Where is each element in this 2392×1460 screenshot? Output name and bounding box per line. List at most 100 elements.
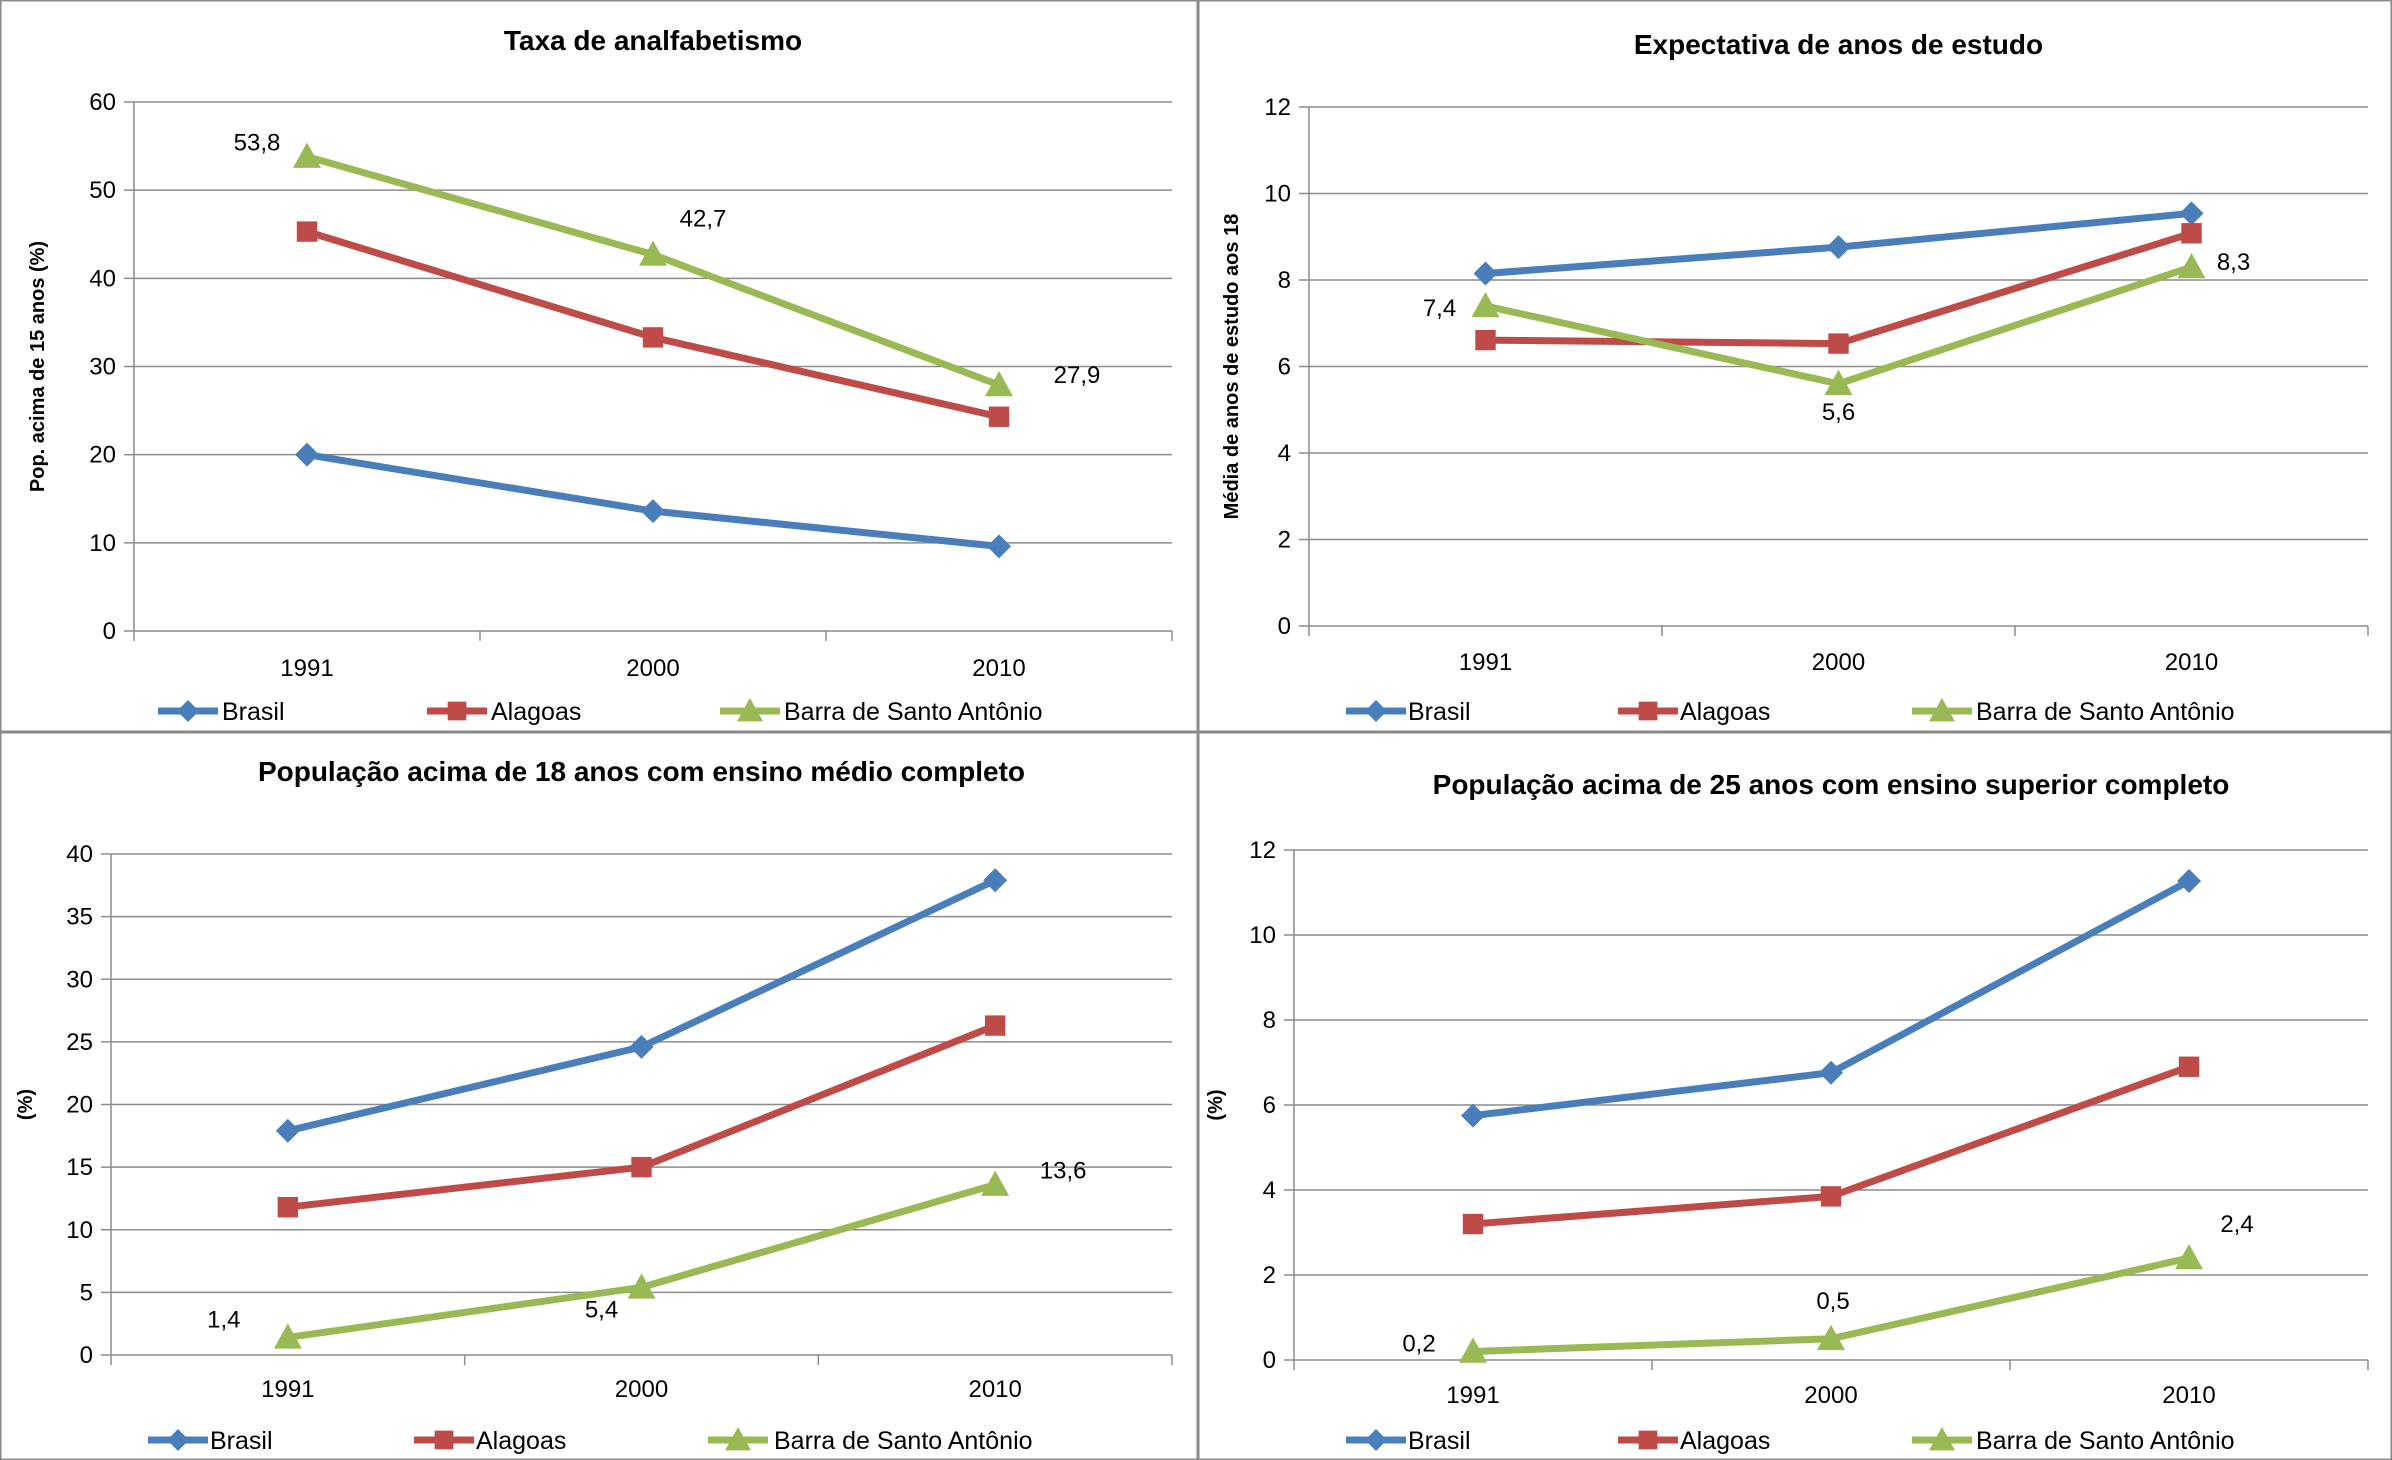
y-tick-label: 10 (89, 530, 116, 557)
data-point (984, 1015, 1006, 1036)
data-point (1826, 235, 1851, 260)
x-tick-label: 2010 (2162, 1382, 2215, 1409)
chart-ensino-superior: População acima de 25 anos com ensino su… (1198, 732, 2392, 1460)
y-tick-label: 12 (1249, 837, 1276, 864)
chart-expectativa-anos-estudo: Expectativa de anos de estudo Média de an… (1198, 0, 2392, 732)
y-tick-label: 10 (1264, 181, 1291, 208)
data-point (2181, 223, 2202, 244)
y-axis-label: (%) (1205, 1089, 1227, 1120)
legend-label: Barra de Santo Antônio (784, 698, 1043, 726)
y-tick-label: 20 (89, 442, 116, 469)
data-label: 53,8 (234, 130, 281, 157)
y-tick-label: 30 (66, 966, 93, 993)
data-label: 13,6 (1040, 1158, 1087, 1185)
y-tick-label: 0 (103, 618, 116, 645)
y-tick-label: 0 (80, 1342, 93, 1369)
data-point (1462, 1213, 1484, 1235)
data-point (293, 142, 321, 168)
data-label: 42,7 (680, 206, 727, 233)
x-tick-label: 2000 (1812, 649, 1865, 676)
chart-title: Taxa de analfabetismo (504, 25, 802, 56)
x-tick-label: 2010 (968, 1376, 1021, 1403)
chart-ensino-medio: População acima de 18 anos com ensino mé… (0, 732, 1198, 1460)
data-point (1824, 369, 1853, 395)
x-tick-label: 1991 (1459, 649, 1512, 676)
data-label: 8,3 (2217, 249, 2250, 276)
data-label: 0,5 (1816, 1288, 1849, 1315)
x-tick-label: 2000 (626, 655, 679, 682)
data-point (1817, 1324, 1845, 1350)
data-label: 7,4 (1423, 295, 1456, 322)
data-point (1828, 333, 1849, 354)
data-point (2175, 1244, 2203, 1270)
data-label: 27,9 (1054, 362, 1101, 389)
x-tick-label: 2010 (972, 655, 1025, 682)
chart-border (0, 732, 1198, 1460)
legend-label: Brasil (1408, 698, 1471, 726)
x-tick-label: 2000 (1804, 1382, 1857, 1409)
y-tick-label: 60 (89, 89, 116, 116)
x-tick-label: 1991 (261, 1376, 314, 1403)
y-tick-label: 50 (89, 177, 116, 204)
y-axis-label: Média de anos de estudo aos 18 (1221, 214, 1243, 520)
data-point (296, 221, 318, 242)
y-tick-label: 35 (66, 904, 93, 931)
data-point (1473, 261, 1498, 286)
legend-marker (1365, 1429, 1387, 1451)
legend-label: Brasil (1408, 1427, 1471, 1455)
data-label: 0,2 (1402, 1331, 1435, 1358)
data-point (1819, 1060, 1843, 1085)
y-tick-label: 40 (66, 841, 93, 868)
legend-marker (1929, 1427, 1955, 1451)
legend-marker (447, 701, 467, 721)
x-tick-label: 1991 (1446, 1382, 1499, 1409)
data-point (295, 442, 319, 467)
y-tick-label: 6 (1263, 1092, 1276, 1119)
data-point (1461, 1103, 1485, 1128)
data-label: 5,6 (1822, 399, 1855, 426)
y-tick-label: 5 (80, 1279, 93, 1306)
data-label: 2,4 (2220, 1211, 2253, 1238)
y-tick-label: 4 (1278, 440, 1291, 467)
data-point (983, 868, 1008, 893)
y-tick-label: 10 (1249, 922, 1276, 949)
legend-marker (167, 1429, 189, 1451)
x-tick-label: 2010 (2165, 649, 2218, 676)
legend-label: Alagoas (1680, 1427, 1770, 1455)
legend-label: Brasil (210, 1427, 273, 1455)
chart-svg: Expectativa de anos de estudo Média de an… (1198, 0, 2392, 732)
data-point (273, 1323, 302, 1349)
legend-label: Barra de Santo Antônio (1976, 1427, 2235, 1455)
y-tick-label: 4 (1263, 1177, 1276, 1204)
chart-title: População acima de 25 anos com ensino su… (1433, 769, 2230, 800)
x-tick-label: 2000 (615, 1376, 668, 1403)
legend-marker (725, 1427, 751, 1451)
y-tick-label: 30 (89, 354, 116, 381)
data-point (639, 240, 667, 266)
y-tick-label: 15 (66, 1154, 93, 1181)
chart-svg: População acima de 18 anos com ensino mé… (0, 732, 1198, 1460)
legend-label: Alagoas (476, 1427, 566, 1455)
data-point (1820, 1186, 1842, 1207)
y-tick-label: 25 (66, 1029, 93, 1056)
chart-svg: População acima de 25 anos com ensino su… (1198, 732, 2392, 1460)
data-point (627, 1273, 656, 1299)
data-label: 1,4 (207, 1306, 240, 1333)
legend-label: Alagoas (1680, 698, 1770, 726)
y-tick-label: 8 (1263, 1007, 1276, 1034)
legend-marker (177, 700, 199, 722)
data-point (631, 1156, 652, 1178)
y-tick-label: 40 (89, 265, 116, 292)
legend-marker (737, 698, 763, 722)
legend-label: Barra de Santo Antônio (774, 1427, 1033, 1455)
data-point (1459, 1337, 1487, 1363)
y-tick-label: 0 (1263, 1347, 1276, 1374)
data-point (988, 406, 1010, 427)
data-point (275, 1118, 300, 1143)
y-axis-label: Pop. acima de 15 anos (%) (27, 241, 49, 492)
chart-svg: Taxa de analfabetismo Pop. acima de 15 an… (0, 0, 1198, 732)
data-point (629, 1034, 654, 1059)
legend-marker (1929, 698, 1955, 722)
y-tick-label: 2 (1263, 1262, 1276, 1289)
